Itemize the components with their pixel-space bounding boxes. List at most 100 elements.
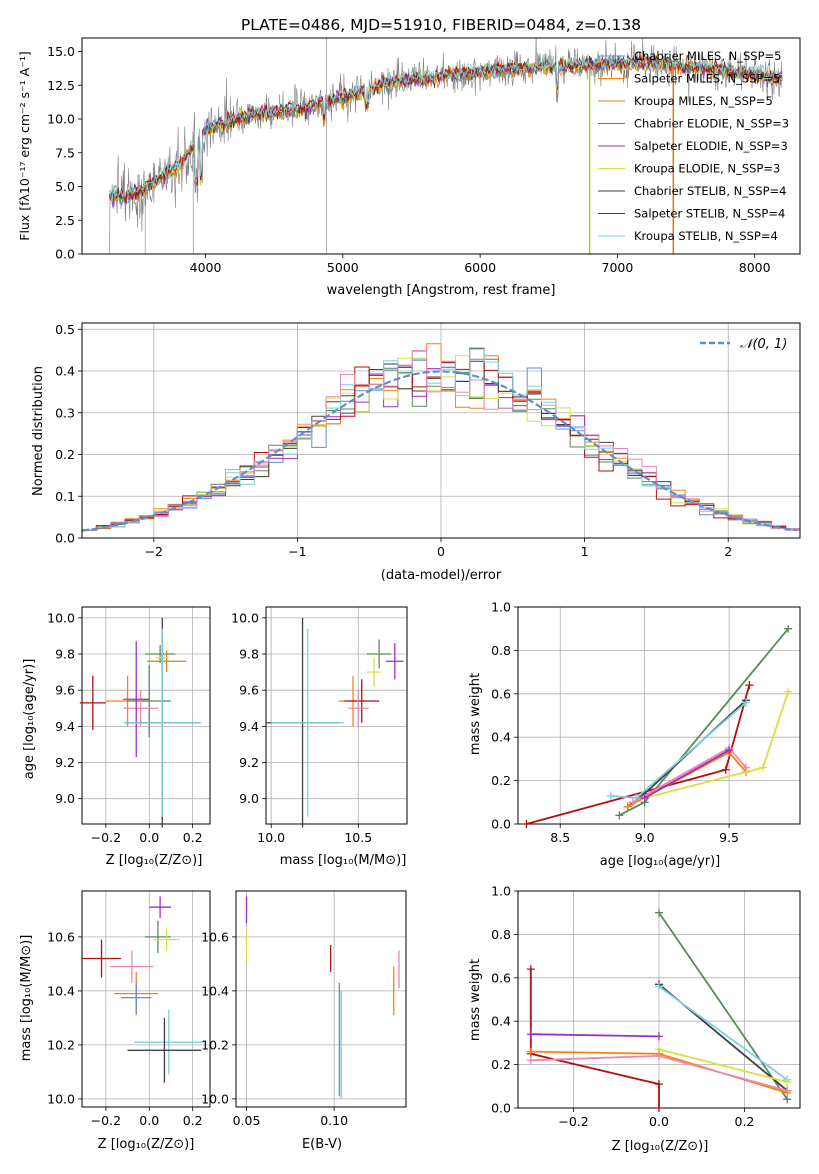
histogram-ylabel: Normed distribution	[31, 366, 46, 496]
y-tick-label: 0.8	[491, 643, 511, 658]
histogram-step	[82, 350, 800, 531]
x-tick-label: 6000	[464, 260, 496, 275]
massweight-line	[529, 969, 660, 1108]
plus-marker	[655, 982, 663, 991]
histogram-legend: 𝒩(0, 1)	[700, 337, 787, 352]
legend-label: Chabrier MILES, N_SSP=5	[634, 49, 781, 63]
plus-marker	[522, 820, 531, 828]
mass-vs-age-panel: 10.0 10.5 9.0 9.2 9.4 9.6 9.8 10.0	[231, 606, 408, 845]
massweight-line	[658, 912, 788, 1100]
plus-marker	[783, 1086, 792, 1095]
x-tick-label: −0.2	[91, 1113, 121, 1128]
y-tick-label: 0.5	[55, 322, 75, 337]
y-tick-label: 10.0	[47, 1091, 75, 1106]
x-tick-label: −0.2	[91, 830, 121, 845]
plus-marker	[526, 965, 535, 974]
plus-marker	[725, 746, 734, 755]
panel3-xlabel: Z [log₁₀(Z/Z⊙)]	[106, 853, 203, 868]
x-tick-label: 10.5	[344, 830, 372, 845]
legend-label: Salpeter ELODIE, N_SSP=3	[634, 139, 788, 153]
x-tick-label: 10.0	[257, 830, 285, 845]
y-tick-label: 10.6	[47, 929, 75, 944]
y-tick-label: 15.0	[47, 44, 75, 59]
plus-marker	[526, 1030, 535, 1039]
massweight-line	[658, 985, 788, 1081]
y-tick-label: 10.4	[47, 983, 75, 998]
spectrum-panel: PLATE=0486, MJD=51910, FIBERID=0484, z=0…	[17, 16, 801, 298]
histogram-xlabel: (data-model)/error	[381, 568, 502, 583]
y-tick-label: 1.0	[491, 884, 511, 899]
plus-marker	[784, 624, 793, 633]
y-tick-label: 12.5	[47, 78, 75, 93]
plus-marker	[606, 791, 615, 800]
Z-vs-age-panel: −0.2 0.0 0.2 9.0 9.2 9.4 9.6 9.8 10.0	[47, 606, 211, 845]
x-tick-label: 0	[437, 544, 445, 559]
x-tick-label: 8000	[739, 260, 771, 275]
x-tick-label: 9.5	[719, 830, 739, 845]
y-tick-label: 10.2	[47, 1037, 75, 1052]
axes-frame	[81, 606, 211, 825]
y-tick-label: 0.4	[491, 1014, 511, 1029]
x-tick-label: −1	[288, 544, 306, 559]
y-tick-label: 10.4	[201, 983, 229, 998]
y-tick-label: 0.6	[491, 970, 511, 985]
x-tick-label: 0.10	[320, 1113, 348, 1128]
panel4-xlabel: mass [log₁₀(M/M⊙)]	[280, 853, 407, 868]
model-line	[109, 51, 782, 204]
y-tick-label: 2.5	[55, 213, 75, 228]
plus-marker	[615, 811, 624, 820]
massweight-line	[658, 1048, 788, 1083]
y-tick-label: 10.0	[47, 610, 75, 625]
plus-marker	[758, 763, 767, 772]
x-tick-label: 0.0	[139, 830, 159, 845]
plus-marker	[784, 687, 793, 696]
x-tick-label: 7000	[602, 260, 634, 275]
y-tick-label: 10.0	[201, 1091, 229, 1106]
panel6-ylabel: mass [log₁₀(M/M⊙)]	[19, 935, 34, 1062]
y-tick-label: 9.0	[55, 791, 75, 806]
x-tick-label: −2	[145, 544, 163, 559]
axes-frame	[517, 606, 801, 825]
axes-frame	[81, 890, 211, 1108]
legend-label: Kroupa ELODIE, N_SSP=3	[634, 162, 780, 176]
y-tick-label: 0.0	[491, 817, 511, 832]
Z-vs-mass-panel: −0.2 0.0 0.2 10.0 10.2 10.4 10.6	[47, 890, 211, 1128]
plus-marker	[783, 1077, 792, 1086]
y-tick-label: 0.0	[491, 1101, 511, 1116]
y-tick-label: 0.3	[55, 405, 75, 420]
x-tick-label: −0.2	[558, 1114, 588, 1129]
y-tick-label: 0.8	[491, 927, 511, 942]
axes-frame	[81, 37, 801, 255]
x-tick-label: 1	[581, 544, 589, 559]
legend-label: Kroupa STELIB, N_SSP=4	[634, 229, 778, 243]
y-tick-label: 0.2	[491, 773, 511, 788]
legend-label: Chabrier STELIB, N_SSP=4	[634, 184, 786, 198]
spectrum-ylabel: Flux [fλ10⁻¹⁷ erg cm⁻² s⁻¹ A⁻¹]	[17, 51, 32, 240]
y-tick-label: 0.0	[55, 531, 75, 546]
panel5-xlabel: age [log₁₀(age/yr)]	[600, 854, 721, 869]
legend-label: Salpeter MILES, N_SSP=5	[634, 72, 780, 86]
legend-label: Kroupa MILES, N_SSP=5	[634, 94, 773, 108]
plus-marker	[655, 1080, 663, 1089]
y-tick-label: 0.4	[491, 730, 511, 745]
panel8-xlabel: Z [log₁₀(Z/Z⊙)]	[612, 1139, 709, 1154]
plus-marker	[640, 793, 649, 802]
y-tick-label: 0.4	[55, 364, 75, 379]
y-tick-label: 10.0	[47, 112, 75, 127]
plus-marker	[741, 763, 750, 772]
legend-label: Chabrier ELODIE, N_SSP=3	[634, 117, 789, 131]
normal-curve	[82, 370, 798, 532]
ebv-vs-mass-panel: 0.05 0.10 10.0 10.2 10.4 10.6	[201, 890, 407, 1128]
axes-frame	[265, 606, 408, 825]
spectrum-legend: Chabrier MILES, N_SSP=5 Salpeter MILES, N…	[598, 49, 789, 243]
plus-marker	[623, 802, 632, 811]
x-tick-label: 4000	[190, 260, 222, 275]
y-tick-label: 5.0	[55, 179, 75, 194]
legend-normal-label: 𝒩(0, 1)	[740, 337, 787, 352]
y-tick-label: 10.2	[201, 1037, 229, 1052]
y-tick-label: 9.8	[55, 647, 75, 662]
plus-marker	[526, 1047, 535, 1056]
y-tick-label: 0.0	[55, 247, 75, 262]
y-tick-label: 9.6	[239, 683, 259, 698]
